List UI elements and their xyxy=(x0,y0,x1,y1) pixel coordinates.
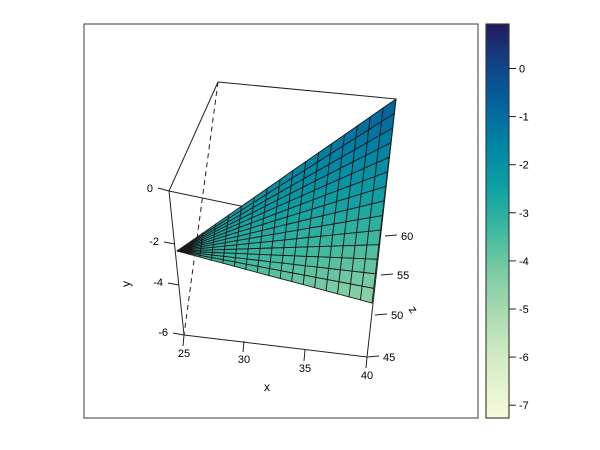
svg-text:45: 45 xyxy=(383,352,395,364)
svg-text:60: 60 xyxy=(401,231,413,243)
svg-text:40: 40 xyxy=(361,370,373,382)
svg-text:55: 55 xyxy=(397,270,409,282)
svg-text:-2: -2 xyxy=(149,236,159,248)
svg-text:0: 0 xyxy=(147,183,153,195)
svg-text:-7: -7 xyxy=(519,400,529,412)
svg-text:-6: -6 xyxy=(158,327,168,339)
svg-text:x: x xyxy=(264,380,270,394)
svg-text:-4: -4 xyxy=(153,277,163,289)
svg-text:y: y xyxy=(119,281,133,287)
svg-text:-3: -3 xyxy=(519,208,529,220)
svg-text:0: 0 xyxy=(519,64,525,76)
svg-text:-6: -6 xyxy=(519,352,529,364)
svg-text:35: 35 xyxy=(299,363,311,375)
svg-text:z: z xyxy=(406,303,421,316)
svg-text:-2: -2 xyxy=(519,160,529,172)
svg-text:-4: -4 xyxy=(519,256,529,268)
svg-text:25: 25 xyxy=(178,348,190,360)
svg-text:-1: -1 xyxy=(519,112,529,124)
svg-text:-5: -5 xyxy=(519,304,529,316)
svg-text:50: 50 xyxy=(391,310,403,322)
svg-text:30: 30 xyxy=(238,354,250,366)
